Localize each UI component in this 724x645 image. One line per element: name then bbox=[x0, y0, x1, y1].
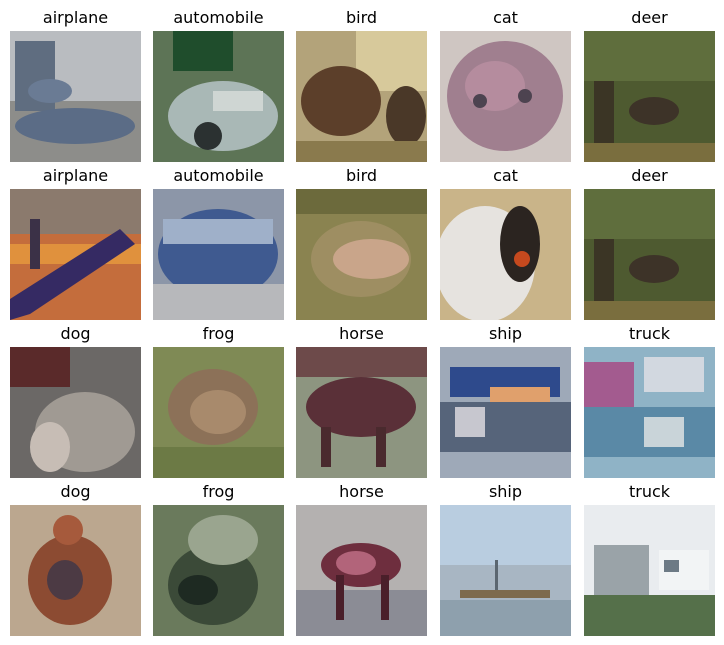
generated-image-ship bbox=[440, 347, 571, 478]
image-label: dog bbox=[60, 482, 91, 501]
generated-image-ship bbox=[440, 505, 571, 636]
generated-image-airplane bbox=[10, 31, 141, 162]
generated-image-automobile bbox=[153, 189, 284, 320]
generated-image-frog bbox=[153, 505, 284, 636]
generated-image-deer bbox=[584, 31, 715, 162]
image-label: automobile bbox=[173, 166, 264, 185]
generated-image-frog bbox=[153, 347, 284, 478]
generated-image-truck bbox=[584, 347, 715, 478]
generated-image-bird bbox=[296, 31, 427, 162]
generated-image-horse bbox=[296, 347, 427, 478]
image-label: horse bbox=[339, 324, 384, 343]
image-label: ship bbox=[488, 482, 523, 501]
generated-image-airplane bbox=[10, 189, 141, 320]
image-label: truck bbox=[628, 482, 671, 501]
image-label: ship bbox=[488, 324, 523, 343]
generated-image-bird bbox=[296, 189, 427, 320]
generated-image-cat bbox=[440, 31, 571, 162]
image-label: automobile bbox=[173, 8, 264, 27]
generated-image-automobile bbox=[153, 31, 284, 162]
generated-image-dog bbox=[10, 347, 141, 478]
image-label: dog bbox=[60, 324, 91, 343]
image-label: cat bbox=[493, 8, 518, 27]
image-label: bird bbox=[345, 8, 378, 27]
image-label: airplane bbox=[42, 166, 109, 185]
image-label: truck bbox=[628, 324, 671, 343]
generated-image-cat bbox=[440, 189, 571, 320]
generated-image-horse bbox=[296, 505, 427, 636]
image-label: bird bbox=[345, 166, 378, 185]
image-label: frog bbox=[202, 324, 235, 343]
generated-image-dog bbox=[10, 505, 141, 636]
image-label: airplane bbox=[42, 8, 109, 27]
image-label: deer bbox=[631, 8, 668, 27]
image-label: deer bbox=[631, 166, 668, 185]
image-label: cat bbox=[493, 166, 518, 185]
generated-image-deer bbox=[584, 189, 715, 320]
generated-image-truck bbox=[584, 505, 715, 636]
image-label: horse bbox=[339, 482, 384, 501]
image-label: frog bbox=[202, 482, 235, 501]
